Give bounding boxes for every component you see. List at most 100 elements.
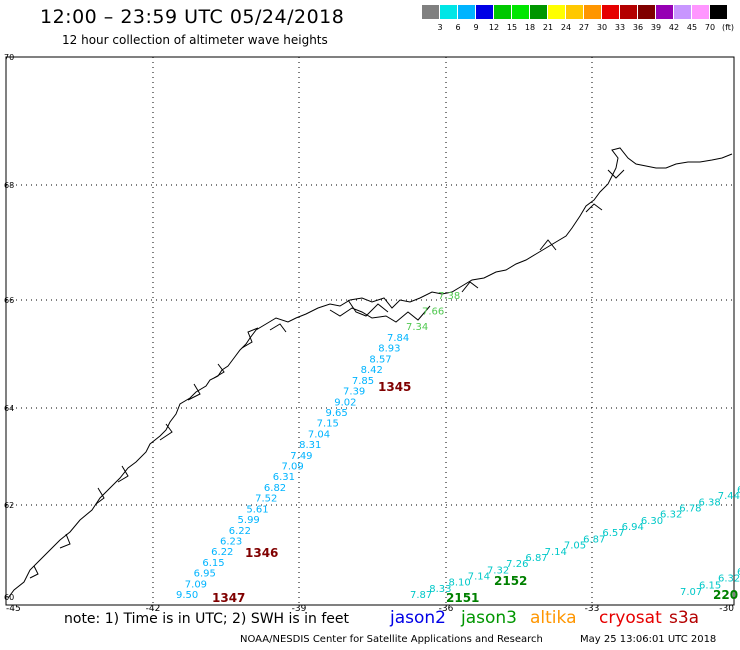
wave-height-label: 9.50 [176, 590, 198, 601]
color-scale-label: 27 [578, 23, 590, 32]
latitude-label: 70 [4, 53, 14, 62]
pass-time-label: 1347 [212, 591, 245, 605]
pass-time-label: 1345 [378, 380, 411, 394]
wave-height-label: 8.57 [369, 354, 391, 365]
wave-height-label: 7.05 [564, 541, 586, 552]
wave-height-label: 7.39 [343, 387, 365, 398]
color-scale-label: 24 [560, 23, 572, 32]
color-scale-unit: (ft) [721, 23, 735, 32]
wave-height-label: 8.42 [361, 365, 383, 376]
wave-height-label: 6.87 [583, 534, 605, 545]
longitude-label: -36 [439, 604, 454, 614]
longitude-label: -45 [6, 604, 21, 614]
color-swatch [494, 5, 512, 19]
color-swatch [638, 5, 656, 19]
wave-height-label: 7.49 [290, 451, 312, 462]
wave-height-label: 5.61 [246, 504, 268, 515]
wave-height-label: 6.95 [194, 569, 216, 580]
wave-height-label: 7.14 [468, 571, 490, 582]
wave-height-label: 6.23 [220, 536, 242, 547]
credit-line: NOAA/NESDIS Center for Satellite Applica… [240, 634, 543, 645]
wave-height-label: 7.85 [352, 376, 374, 387]
wave-height-label: 9.02 [334, 397, 356, 408]
wave-height-label: 7.84 [387, 333, 409, 344]
longitude-label: -30 [719, 604, 734, 614]
longitude-label: -42 [146, 604, 161, 614]
color-scale-label: 33 [614, 23, 626, 32]
satellite-cryosat: cryosat [599, 608, 662, 628]
color-swatch [602, 5, 620, 19]
wave-height-label: 8.33 [429, 584, 451, 595]
color-scale-label: 21 [542, 23, 554, 32]
satellite-jason2: jason2 [390, 608, 446, 628]
color-swatch [422, 5, 440, 19]
satellite-altika: altika [530, 608, 577, 628]
map-title: 12:00 – 23:59 UTC 05/24/2018 [40, 6, 345, 28]
latitude-label: 66 [4, 296, 14, 305]
pass-time-label: 1346 [245, 546, 278, 560]
wave-height-label: 6.32 [660, 510, 682, 521]
wave-height-label: 6.32 [718, 574, 740, 585]
longitude-label: -39 [292, 604, 307, 614]
wave-height-label: 8.10 [448, 578, 470, 589]
greenland-coastline [7, 147, 733, 599]
wave-height-label: 7.52 [255, 494, 277, 505]
wave-height-label: 7.14 [545, 547, 567, 558]
color-swatch [674, 5, 692, 19]
wave-height-label: 8.31 [299, 440, 321, 451]
color-scale-label: 3 [437, 23, 443, 32]
wave-height-label: 7.87 [410, 590, 432, 601]
wave-height-label: 5.99 [238, 515, 260, 526]
satellite-jason3: jason3 [461, 608, 517, 628]
latitude-label: 64 [4, 404, 14, 413]
pass-time-label: 2152 [494, 574, 527, 588]
wave-height-label: 7.34 [406, 322, 428, 333]
coastline [7, 147, 733, 599]
color-swatch [458, 5, 476, 19]
color-swatch [692, 5, 710, 19]
wave-height-label: 6.94 [622, 522, 644, 533]
longitude-label: -33 [585, 604, 600, 614]
wave-height-label: 7.38 [438, 291, 460, 302]
color-swatch [566, 5, 584, 19]
color-swatch [476, 5, 494, 19]
color-scale-label: 30 [596, 23, 608, 32]
wave-height-label: 6.15 [699, 580, 721, 591]
wave-height-label: 7.15 [317, 419, 339, 430]
color-scale-label: 15 [506, 23, 518, 32]
wave-height-label: 6.38 [699, 497, 721, 508]
map-grid: 70 68 66 64 62 60 -45 -42 -39 -36 -33 -30 [4, 53, 734, 614]
latitude-label: 60 [4, 593, 14, 602]
wave-height-label: 6.22 [229, 526, 251, 537]
color-scale-label: 39 [650, 23, 662, 32]
color-swatch [620, 5, 638, 19]
color-scale-label: 9 [473, 23, 479, 32]
wave-height-label: 7.44 [718, 491, 740, 502]
wave-height-label: 6.57 [602, 528, 624, 539]
wave-height-label: 7.32 [487, 565, 509, 576]
latitude-label: 68 [4, 181, 14, 190]
wave-height-label: 7.09 [282, 462, 304, 473]
latitude-label: 62 [4, 501, 14, 510]
color-scale-label: 12 [488, 23, 500, 32]
pass-time-label: 220 [713, 588, 738, 602]
wave-height-label: 7.09 [185, 579, 207, 590]
wave-height-label: 6.22 [211, 547, 233, 558]
wave-height-label: 6.15 [202, 558, 224, 569]
wave-height-label: 7.04 [308, 429, 330, 440]
wave-height-label: 6.30 [641, 516, 663, 527]
satellite-s3a: s3a [669, 608, 700, 628]
wave-height-label: 6.78 [679, 504, 701, 515]
wave-height-label: 7.66 [422, 307, 444, 318]
wave-height-label: 7.26 [506, 559, 528, 570]
color-scale-label: 36 [632, 23, 644, 32]
wave-height-label: 6.31 [273, 472, 295, 483]
color-scale-label: 45 [686, 23, 698, 32]
wave-height-label: 6.82 [264, 483, 286, 494]
color-swatch [584, 5, 602, 19]
color-swatch [512, 5, 530, 19]
wave-height-label: 7.07 [680, 587, 702, 598]
generated-timestamp: May 25 13:06:01 UTC 2018 [580, 634, 717, 645]
map-frame [5, 56, 735, 606]
